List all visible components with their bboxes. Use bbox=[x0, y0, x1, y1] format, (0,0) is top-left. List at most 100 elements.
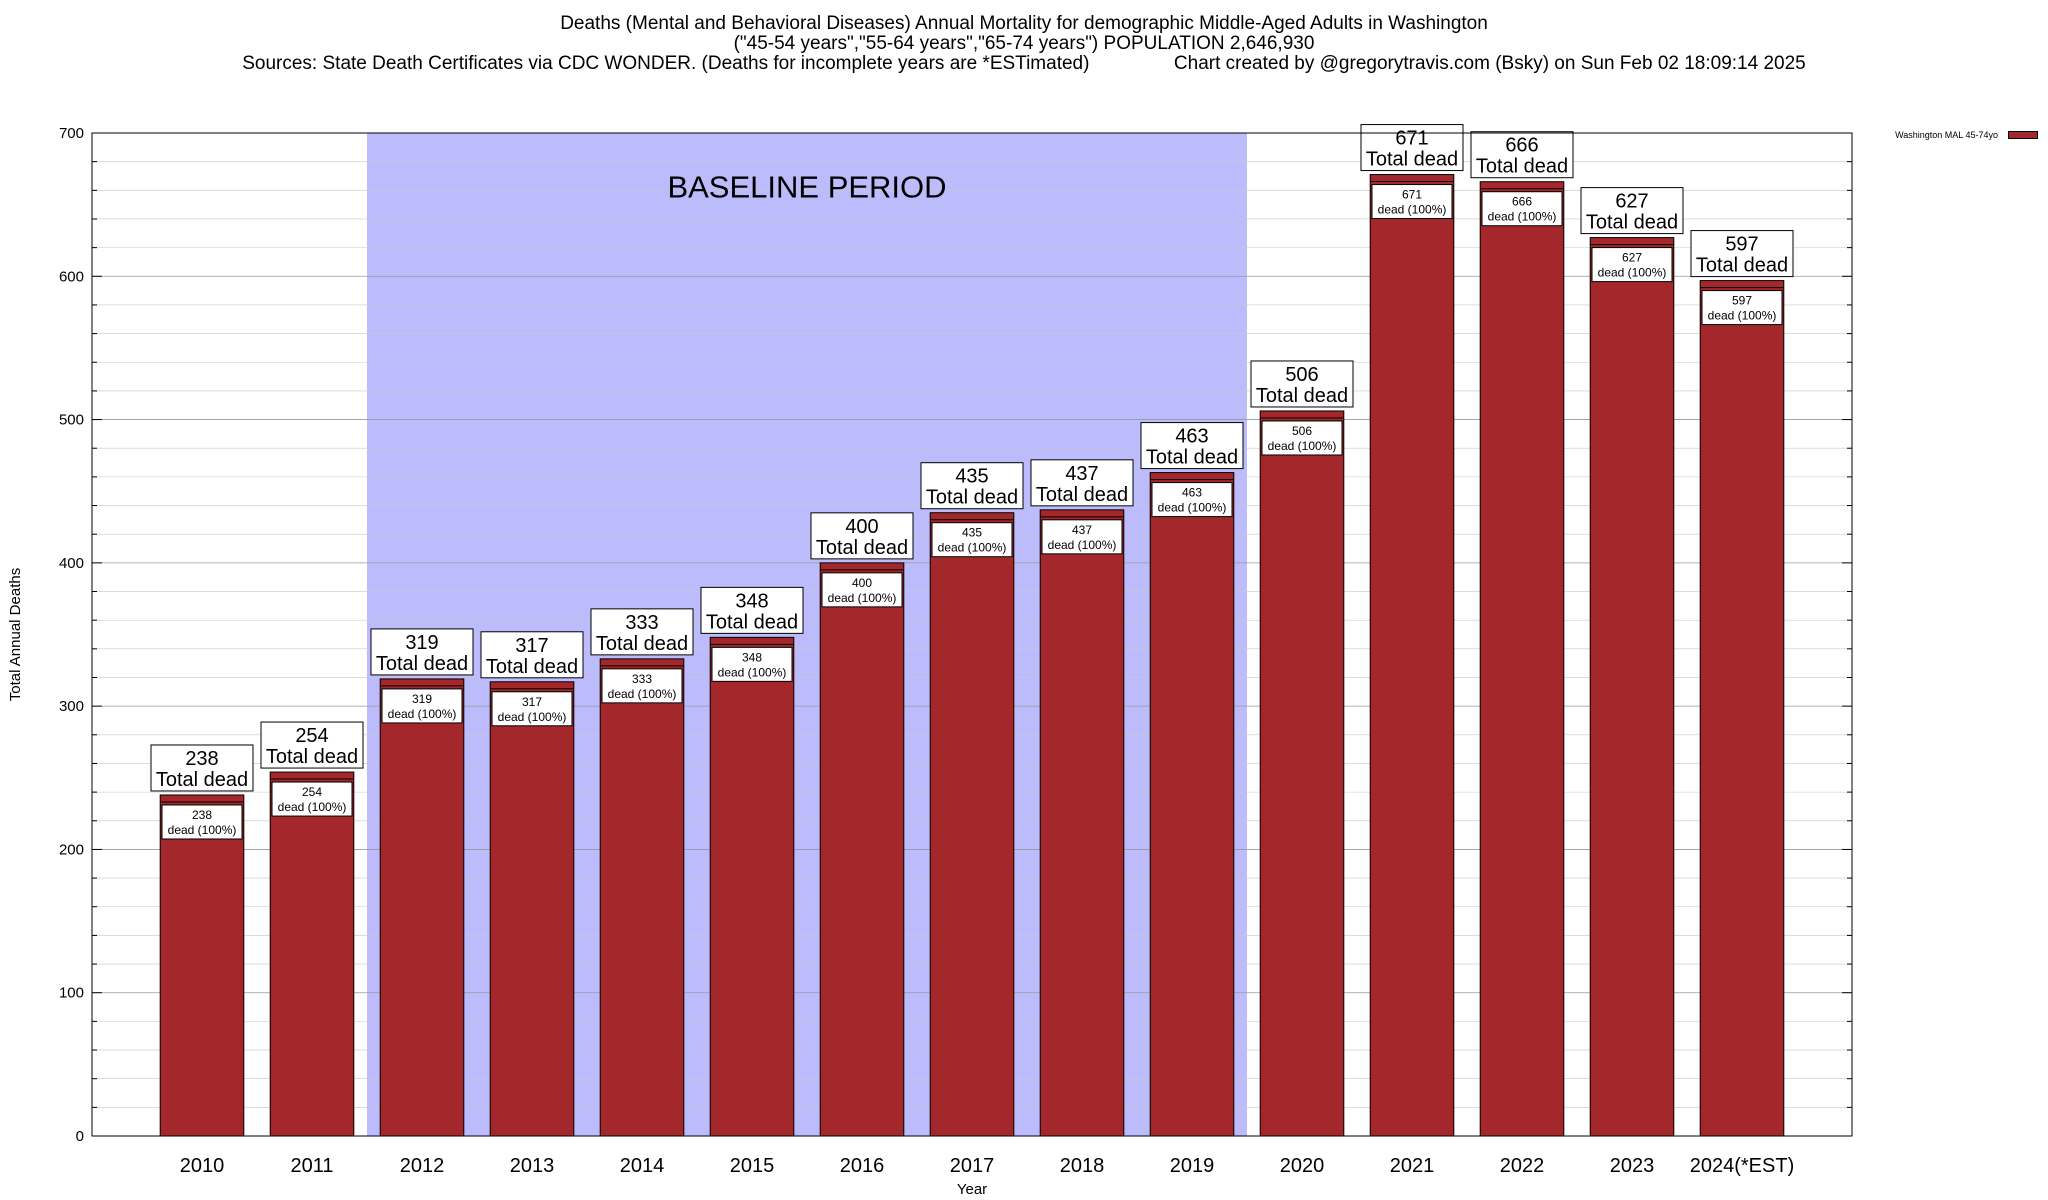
bar bbox=[1589, 237, 1675, 1137]
inner-label-text: dead (100%) bbox=[1708, 309, 1777, 323]
chart-sources: Sources: State Death Certificates via CD… bbox=[0, 54, 2048, 74]
top-label-box bbox=[1140, 422, 1244, 470]
y-tick-label: 100 bbox=[59, 985, 84, 1002]
top-label-text: Total dead bbox=[1146, 447, 1238, 469]
bar bbox=[1259, 410, 1345, 1137]
chart-title: Deaths (Mental and Behavioral Diseases) … bbox=[560, 13, 1488, 34]
inner-label-value: 348 bbox=[742, 650, 762, 664]
top-label-box bbox=[920, 462, 1024, 510]
top-label-box bbox=[810, 512, 914, 560]
top-label-box bbox=[1360, 124, 1464, 172]
inner-label-value: 671 bbox=[1402, 188, 1422, 202]
inner-label-text: dead (100%) bbox=[1268, 439, 1337, 453]
bar bbox=[379, 678, 465, 1137]
y-tick-label: 0 bbox=[76, 1128, 84, 1145]
inner-label-box bbox=[931, 522, 1013, 558]
bar bbox=[1149, 472, 1235, 1137]
top-label-value: 238 bbox=[185, 748, 218, 770]
top-label-value: 463 bbox=[1175, 426, 1208, 448]
inner-label-value: 317 bbox=[522, 695, 542, 709]
inner-label-box bbox=[821, 572, 903, 608]
x-tick-label: 2014 bbox=[620, 1155, 665, 1177]
bar bbox=[709, 636, 795, 1137]
bar bbox=[1039, 509, 1125, 1137]
x-tick-label: 2016 bbox=[840, 1155, 885, 1177]
top-label-value: 627 bbox=[1615, 191, 1648, 213]
inner-label-box bbox=[1151, 482, 1233, 518]
top-label-box bbox=[260, 721, 364, 769]
top-label-value: 254 bbox=[295, 725, 328, 747]
inner-label-value: 506 bbox=[1292, 424, 1312, 438]
top-label-box bbox=[1030, 459, 1134, 507]
legend-swatch bbox=[2008, 131, 2038, 139]
top-label-text: Total dead bbox=[376, 653, 468, 675]
top-label-text: Total dead bbox=[266, 746, 358, 768]
top-label-text: Total dead bbox=[156, 769, 248, 791]
top-label-value: 435 bbox=[955, 466, 988, 488]
x-tick-label: 2023 bbox=[1610, 1155, 1655, 1177]
x-tick-label: 2011 bbox=[290, 1155, 333, 1177]
x-tick-label: 2018 bbox=[1060, 1155, 1105, 1177]
inner-label-text: dead (100%) bbox=[168, 823, 237, 837]
legend: Washington MAL 45-74yo bbox=[1895, 130, 2038, 140]
inner-label-value: 238 bbox=[192, 808, 212, 822]
bar bbox=[819, 562, 905, 1137]
inner-label-text: dead (100%) bbox=[1158, 501, 1227, 515]
inner-label-box bbox=[271, 781, 353, 817]
inner-label-value: 597 bbox=[1732, 294, 1752, 308]
top-label-text: Total dead bbox=[596, 633, 688, 655]
top-label-text: Total dead bbox=[816, 537, 908, 559]
x-tick-label: 2017 bbox=[950, 1155, 995, 1177]
x-tick-label: 2022 bbox=[1500, 1155, 1545, 1177]
chart-subtitle: ("45-54 years","55-64 years","65-74 year… bbox=[733, 33, 1315, 54]
bar bbox=[929, 512, 1015, 1137]
x-tick-label: 2013 bbox=[510, 1155, 555, 1177]
x-tick-label: 2024(*EST) bbox=[1690, 1155, 1795, 1177]
top-label-box bbox=[700, 586, 804, 634]
top-label-box bbox=[150, 744, 254, 792]
inner-label-value: 254 bbox=[302, 785, 322, 799]
inner-label-box bbox=[381, 688, 463, 724]
inner-label-value: 627 bbox=[1622, 251, 1642, 265]
y-tick-label: 300 bbox=[59, 698, 84, 715]
inner-label-box bbox=[1371, 184, 1453, 220]
top-label-box bbox=[1470, 131, 1574, 179]
inner-label-text: dead (100%) bbox=[278, 800, 347, 814]
inner-label-text: dead (100%) bbox=[1048, 538, 1117, 552]
top-label-value: 348 bbox=[735, 590, 768, 612]
bar bbox=[269, 771, 355, 1137]
bar bbox=[1479, 181, 1565, 1137]
inner-label-value: 463 bbox=[1182, 486, 1202, 500]
inner-label-box bbox=[1041, 519, 1123, 555]
inner-label-text: dead (100%) bbox=[718, 665, 787, 679]
top-label-box bbox=[1250, 360, 1354, 408]
inner-label-value: 400 bbox=[852, 576, 872, 590]
top-label-text: Total dead bbox=[706, 611, 798, 633]
y-tick-label: 200 bbox=[59, 841, 84, 858]
chart-title-block: Deaths (Mental and Behavioral Diseases) … bbox=[0, 14, 2048, 74]
top-label-text: Total dead bbox=[1036, 484, 1128, 506]
sources-text: Sources: State Death Certificates via CD… bbox=[242, 53, 1090, 74]
y-axis-label: Total Annual Deaths bbox=[7, 568, 24, 701]
bar bbox=[599, 658, 685, 1137]
top-label-text: Total dead bbox=[1476, 156, 1568, 178]
inner-label-value: 319 bbox=[412, 692, 432, 706]
inner-label-text: dead (100%) bbox=[938, 541, 1007, 555]
inner-label-box bbox=[491, 691, 573, 727]
inner-label-text: dead (100%) bbox=[608, 687, 677, 701]
top-label-box bbox=[480, 631, 584, 679]
y-tick-label: 700 bbox=[59, 125, 84, 142]
baseline-label: BASELINE PERIOD bbox=[667, 169, 946, 204]
top-label-value: 333 bbox=[625, 612, 658, 634]
y-tick-label: 600 bbox=[59, 268, 84, 285]
top-label-text: Total dead bbox=[486, 656, 578, 678]
inner-label-text: dead (100%) bbox=[388, 707, 457, 721]
top-label-text: Total dead bbox=[1696, 255, 1788, 277]
top-label-value: 317 bbox=[515, 635, 548, 657]
bar bbox=[1369, 174, 1455, 1137]
inner-label-text: dead (100%) bbox=[498, 710, 567, 724]
top-label-box bbox=[370, 628, 474, 676]
top-label-text: Total dead bbox=[926, 487, 1018, 509]
x-tick-label: 2012 bbox=[400, 1155, 445, 1177]
inner-label-box bbox=[1591, 247, 1673, 283]
